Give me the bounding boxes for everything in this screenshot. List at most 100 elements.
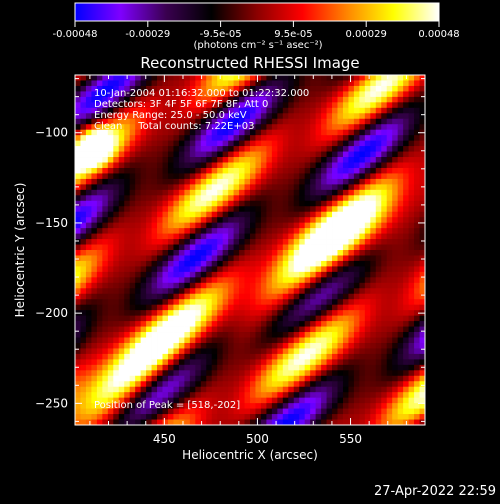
heatmap-cell xyxy=(85,299,92,306)
heatmap-cell xyxy=(124,244,131,251)
heatmap-cell xyxy=(91,299,98,306)
heatmap-cell xyxy=(140,260,147,267)
heatmap-cell xyxy=(96,266,103,273)
heatmap-cell xyxy=(211,392,218,399)
heatmap-cell xyxy=(135,375,142,382)
heatmap-cell xyxy=(386,337,393,344)
heatmap-cell xyxy=(228,332,234,338)
heatmap-cell xyxy=(96,403,103,409)
heatmap-cell xyxy=(200,370,207,377)
heatmap-cell xyxy=(397,321,404,327)
heatmap-cell xyxy=(342,419,349,425)
heatmap-cell xyxy=(299,337,306,344)
heatmap-cell xyxy=(386,184,393,191)
heatmap-cell xyxy=(200,419,207,425)
heatmap-cell xyxy=(288,118,295,125)
heatmap-cell xyxy=(326,310,333,317)
heatmap-cell xyxy=(91,397,98,404)
heatmap-cell xyxy=(364,118,371,125)
heatmap-cell xyxy=(206,167,213,174)
heatmap-cell xyxy=(260,277,267,284)
heatmap-cell xyxy=(293,75,300,81)
heatmap-cell xyxy=(124,217,131,224)
heatmap-cell xyxy=(80,282,87,289)
heatmap-cell xyxy=(310,178,317,185)
heatmap-cell xyxy=(113,102,120,109)
heatmap-cell xyxy=(157,342,163,349)
heatmap-cell xyxy=(146,244,152,251)
heatmap-cell xyxy=(282,408,289,415)
heatmap-cell xyxy=(282,321,289,327)
heatmap-cell xyxy=(321,146,327,152)
heatmap-cell xyxy=(353,217,360,224)
heatmap-cell xyxy=(80,96,87,103)
heatmap-cell xyxy=(211,260,218,267)
heatmap-cell xyxy=(414,173,420,180)
heatmap-cell xyxy=(206,178,213,185)
heatmap-cell xyxy=(178,96,185,103)
heatmap-cell xyxy=(195,353,202,360)
heatmap-cell xyxy=(282,173,289,180)
heatmap-cell xyxy=(403,337,409,344)
heatmap-cell xyxy=(364,217,371,224)
heatmap-cell xyxy=(310,397,317,404)
heatmap-cell xyxy=(146,299,152,306)
heatmap-cell xyxy=(113,260,120,267)
heatmap-cell xyxy=(178,408,185,415)
heatmap-cell xyxy=(348,337,355,344)
heatmap-image xyxy=(75,75,425,425)
heatmap-cell xyxy=(255,80,262,87)
heatmap-cell xyxy=(288,75,295,81)
heatmap-cell xyxy=(260,173,267,180)
heatmap-cell xyxy=(386,118,393,125)
heatmap-cell xyxy=(211,195,218,202)
x-tick-label: 550 xyxy=(339,432,362,446)
heatmap-cell xyxy=(315,375,322,382)
heatmap-cell xyxy=(332,359,338,366)
heatmap-cell xyxy=(353,288,360,295)
heatmap-cell xyxy=(277,173,284,180)
heatmap-cell xyxy=(91,211,98,218)
heatmap-cell xyxy=(304,222,311,229)
heatmap-cell xyxy=(107,299,114,306)
heatmap-cell xyxy=(102,222,109,229)
heatmap-cell xyxy=(310,146,317,152)
heatmap-cell xyxy=(118,85,125,92)
heatmap-cell xyxy=(75,157,81,163)
heatmap-cell xyxy=(129,228,136,234)
heatmap-cell xyxy=(200,118,207,125)
heatmap-cell xyxy=(337,211,344,218)
heatmap-cell xyxy=(118,151,125,158)
heatmap-cell xyxy=(299,348,306,355)
heatmap-cell xyxy=(217,195,224,202)
heatmap-cell xyxy=(359,178,366,185)
heatmap-cell xyxy=(195,189,202,196)
heatmap-cell xyxy=(173,200,180,207)
heatmap-cell xyxy=(260,397,267,404)
heatmap-cell xyxy=(403,195,409,202)
heatmap-cell xyxy=(337,118,344,125)
heatmap-cell xyxy=(348,414,355,420)
heatmap-cell xyxy=(135,408,142,415)
heatmap-cell xyxy=(337,255,344,262)
heatmap-cell xyxy=(113,206,120,213)
heatmap-cell xyxy=(293,217,300,224)
heatmap-cell xyxy=(419,266,425,273)
heatmap-cell xyxy=(211,353,218,360)
heatmap-cell xyxy=(370,195,377,202)
heatmap-cell xyxy=(206,102,213,109)
heatmap-cell xyxy=(288,146,295,152)
heatmap-cell xyxy=(244,332,251,338)
heatmap-cell xyxy=(364,408,371,415)
heatmap-cell xyxy=(85,392,92,399)
heatmap-cell xyxy=(222,211,229,218)
heatmap-cell xyxy=(178,184,185,191)
heatmap-cell xyxy=(140,255,147,262)
heatmap-cell xyxy=(184,173,191,180)
heatmap-cell xyxy=(124,353,131,360)
heatmap-cell xyxy=(75,135,81,142)
heatmap-cell xyxy=(211,250,218,256)
heatmap-cell xyxy=(304,293,311,300)
heatmap-cell xyxy=(277,157,284,163)
heatmap-cell xyxy=(266,342,273,349)
